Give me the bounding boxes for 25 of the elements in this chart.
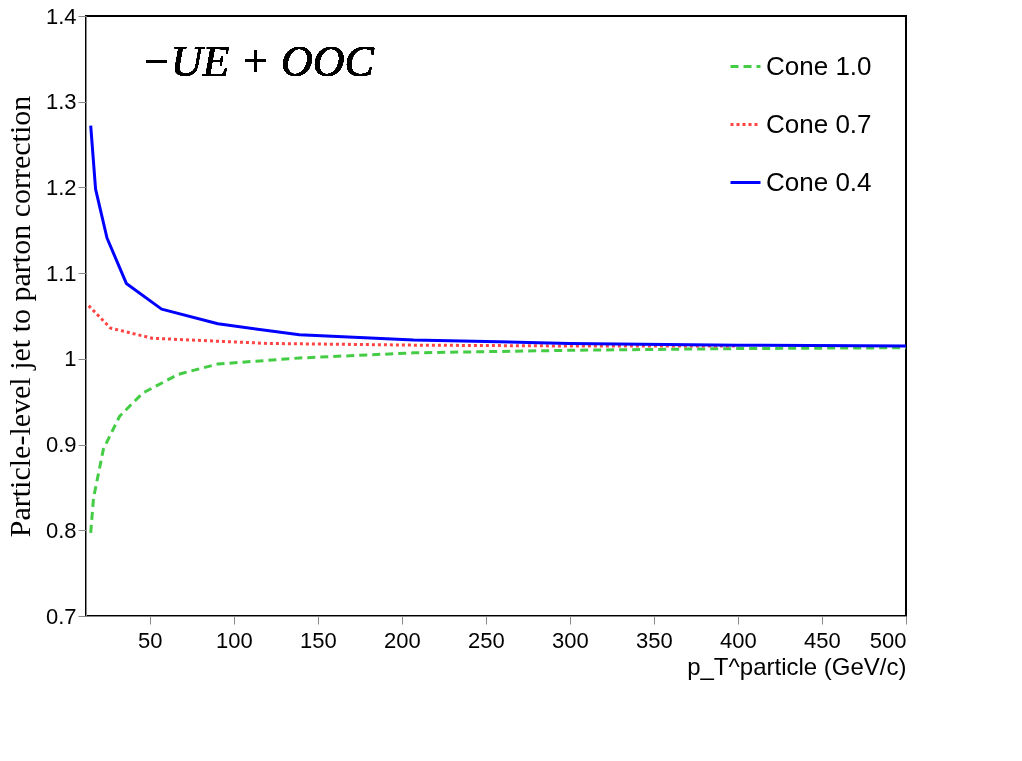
legend-label: Cone 0.7 (766, 108, 872, 139)
x-tick-label: 450 (804, 627, 841, 653)
y-axis-title: Particle-level jet to parton correction (2, 95, 36, 538)
x-tick-label: 250 (468, 627, 505, 653)
legend-label: Cone 0.4 (766, 166, 872, 197)
y-tick-label: 0.9 (45, 432, 77, 458)
y-tick-label: 1 (64, 346, 77, 372)
x-tick-label: 400 (720, 627, 757, 653)
line-series (89, 346, 906, 535)
annotation: −UE + OOC (141, 37, 375, 86)
x-tick-label: 300 (552, 627, 589, 653)
x-tick-label: 100 (216, 627, 253, 653)
y-tick-label: 0.7 (45, 603, 77, 629)
x-tick-label: 500 (869, 627, 907, 653)
x-tick-label: 350 (636, 627, 673, 653)
x-tick-label: 200 (384, 627, 421, 653)
y-tick-label: 1.4 (45, 3, 77, 29)
x-axis-title: p_T^particle (GeV/c) (687, 652, 907, 680)
y-tick-label: 1.1 (45, 260, 77, 286)
x-tick-label: 150 (300, 627, 337, 653)
y-tick-label: 1.3 (45, 89, 77, 115)
x-tick-label: 50 (138, 627, 163, 653)
y-tick-label: 0.8 (45, 517, 77, 543)
y-tick-label: 1.2 (45, 174, 77, 200)
legend-label: Cone 1.0 (766, 50, 872, 81)
